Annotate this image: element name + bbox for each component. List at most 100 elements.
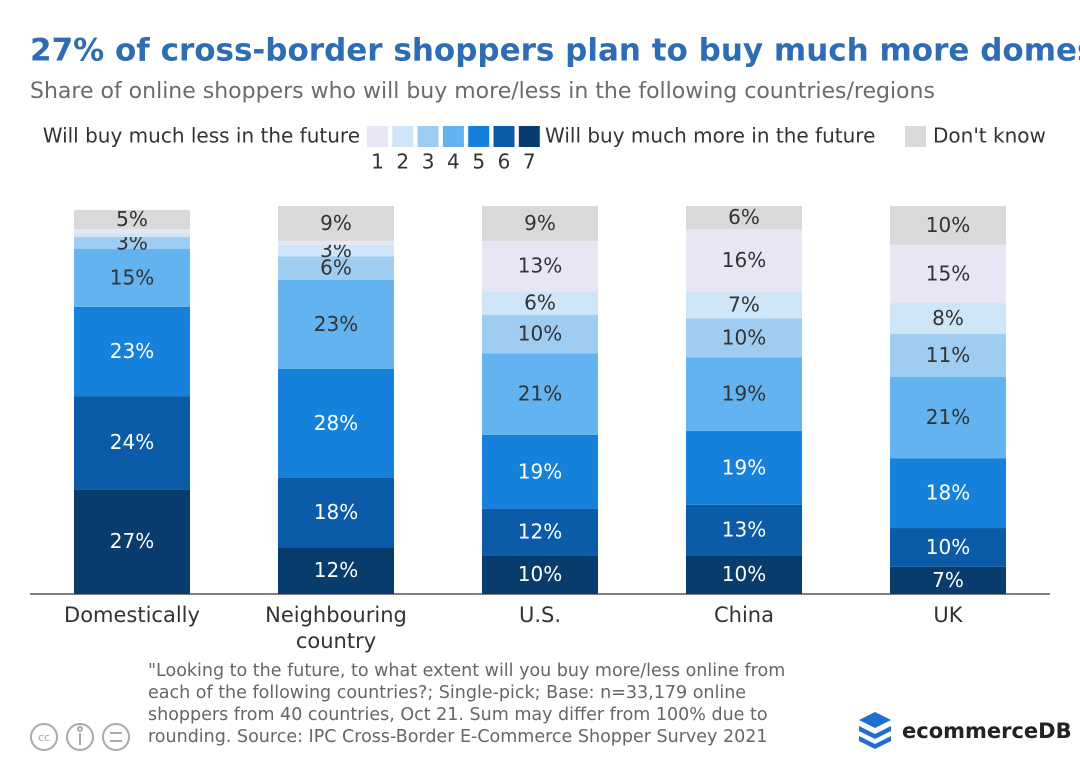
data-label: 16% <box>722 248 766 272</box>
footnote-line: each of the following countries?; Single… <box>148 683 747 703</box>
bar-segment <box>890 528 1006 567</box>
bar-segment <box>890 458 1006 529</box>
data-label: 23% <box>110 339 154 363</box>
data-label: 6% <box>524 291 556 315</box>
legend-low: Will buy much less in the future <box>43 124 360 148</box>
bar-segment <box>482 291 598 315</box>
data-label: 6% <box>728 205 760 229</box>
x-tick-label: UK <box>933 603 963 627</box>
bar-segment <box>686 229 802 292</box>
data-label: 19% <box>518 459 562 483</box>
x-tick-label: U.S. <box>518 603 562 627</box>
footnote-line: "Looking to the future, to what extent w… <box>148 661 786 681</box>
data-label: 5% <box>116 207 148 231</box>
data-label: 7% <box>932 568 964 592</box>
data-label: 18% <box>926 481 970 505</box>
legend-swatch <box>905 126 926 147</box>
brand: ecommerceDB <box>902 719 1072 743</box>
bar-segment <box>278 240 394 245</box>
legend-high: Will buy much more in the future <box>545 124 875 148</box>
data-label: 21% <box>926 405 970 429</box>
bar-segment <box>686 357 802 432</box>
legend-label: 6 <box>498 150 511 174</box>
legend-label: Don't know <box>933 124 1046 148</box>
legend-swatch <box>442 126 464 147</box>
x-tick-label: Domestically <box>64 603 200 627</box>
data-label: 28% <box>314 411 358 435</box>
bar-segment <box>74 306 190 397</box>
legend-label: 7 <box>523 150 536 174</box>
data-label: 15% <box>110 265 154 289</box>
legend-swatch <box>417 126 439 147</box>
legend-label: 4 <box>447 150 460 174</box>
bar-segment <box>278 206 394 241</box>
data-label: 10% <box>518 562 562 586</box>
bar-segment <box>890 566 1006 594</box>
bar-segment <box>890 334 1006 377</box>
bar-segment <box>482 353 598 435</box>
bar-segment <box>74 233 190 238</box>
bar-segment <box>686 206 802 230</box>
data-label: 10% <box>722 325 766 349</box>
data-label: 10% <box>926 535 970 559</box>
bar-segment <box>278 547 394 594</box>
data-label: 11% <box>926 343 970 367</box>
bar-segment <box>686 291 802 319</box>
data-label: 13% <box>518 254 562 278</box>
data-label: 10% <box>518 322 562 346</box>
bar-segment <box>278 477 394 548</box>
bar-segment <box>482 508 598 556</box>
footnote: "Looking to the future, to what extent w… <box>148 660 785 748</box>
bar-segment <box>278 279 394 369</box>
data-label: 9% <box>320 211 352 235</box>
bar-segment <box>686 318 802 358</box>
data-label: 6% <box>320 256 352 280</box>
cc-icons <box>30 723 130 751</box>
bar-segment <box>686 431 802 505</box>
data-label: 19% <box>722 455 766 479</box>
bar-segment <box>482 206 598 241</box>
bar-segment <box>482 555 598 594</box>
chart-title: 27% of cross-border shoppers plan to buy… <box>30 33 1080 69</box>
data-label: 7% <box>728 292 760 316</box>
data-label: 21% <box>518 382 562 406</box>
data-label: 9% <box>524 211 556 235</box>
bar-segment <box>74 209 190 230</box>
legend-swatch <box>468 126 490 147</box>
legend-label: 3 <box>422 150 435 174</box>
legend-swatch <box>367 126 388 147</box>
bar-segment <box>482 434 598 509</box>
bar-segment <box>686 504 802 556</box>
legend-swatch <box>392 126 414 147</box>
data-label: 13% <box>722 517 766 541</box>
bar-segment <box>74 489 190 594</box>
cc-label: cc <box>38 731 50 744</box>
bar-segment <box>686 555 802 594</box>
brand-logo <box>859 712 891 749</box>
data-label: 12% <box>518 519 562 543</box>
legend-label: 1 <box>371 150 384 174</box>
data-label: 15% <box>926 261 970 285</box>
bar-segment <box>74 396 190 490</box>
data-label: 10% <box>926 213 970 237</box>
data-label: 27% <box>110 529 154 553</box>
legend-label: 2 <box>396 150 409 174</box>
bar-segment <box>74 248 190 307</box>
data-label: 23% <box>314 312 358 336</box>
bar-segment <box>890 244 1006 303</box>
footnote-line: shoppers from 40 countries, Oct 21. Sum … <box>148 705 768 725</box>
data-label: 12% <box>314 558 358 582</box>
data-label: 24% <box>110 430 154 454</box>
bar-segment <box>890 376 1006 459</box>
bar-segment <box>890 206 1006 245</box>
bar-segment <box>890 303 1006 335</box>
data-label: 10% <box>722 562 766 586</box>
legend-label: 5 <box>472 150 485 174</box>
chart-subtitle: Share of online shoppers who will buy mo… <box>30 79 935 104</box>
data-label: 8% <box>932 306 964 330</box>
bar-segment <box>278 368 394 478</box>
footnote-line: rounding. Source: IPC Cross-Border E-Com… <box>148 727 768 747</box>
bar-segment <box>74 237 190 249</box>
